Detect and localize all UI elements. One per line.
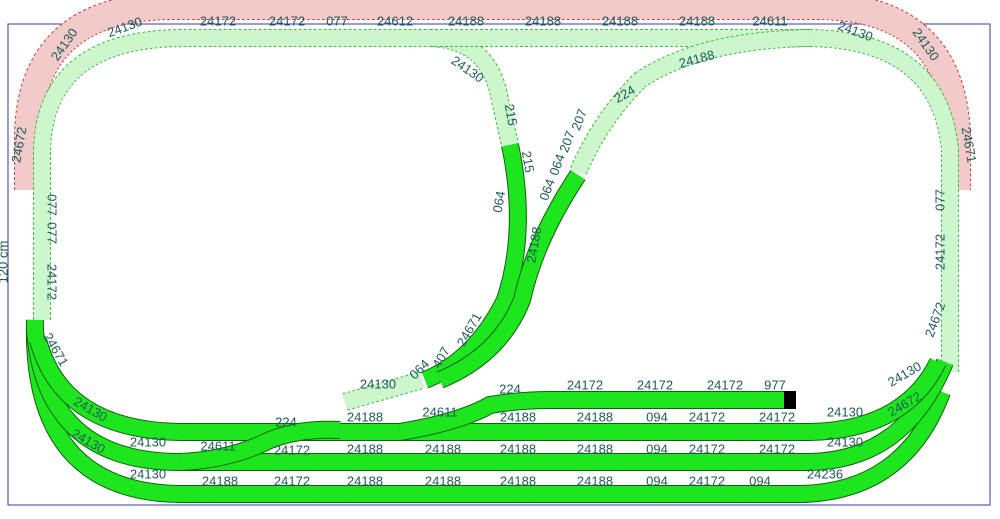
track-label: 24188: [500, 473, 536, 488]
track-label: 24172: [759, 409, 795, 424]
track: [436, 170, 585, 388]
track-label: 064: [536, 177, 558, 203]
track-label: 24172: [274, 442, 310, 457]
track-label: 24188: [523, 226, 544, 264]
track-label: 207: [556, 129, 578, 155]
track-label: 064: [490, 190, 509, 214]
track-label: 24611: [422, 404, 457, 419]
track-label: 077: [45, 222, 60, 244]
track: [26, 319, 950, 502]
track-label: 24172: [200, 13, 236, 28]
track: [398, 392, 790, 440]
track-label: 24188: [500, 409, 536, 424]
track-label: 24188: [347, 441, 383, 456]
track-label: 24188: [202, 473, 238, 488]
track-label: 24130: [130, 434, 166, 449]
track-label: 24172: [932, 234, 947, 270]
track-label: 24130: [827, 434, 863, 449]
track-label: 077: [326, 13, 348, 28]
track-label: 094: [749, 473, 771, 488]
track-edge: [33, 29, 519, 320]
track-label: 224: [499, 381, 521, 396]
track-label: 215: [502, 103, 521, 127]
track-label: 24172: [274, 473, 310, 488]
track: [430, 30, 958, 372]
track-label: 24188: [500, 441, 536, 456]
track-label: 24188: [448, 13, 484, 28]
track: [14, 0, 970, 190]
buffer-stop: [784, 391, 796, 409]
track-label: 24188: [347, 473, 383, 488]
track-label: 24130: [360, 376, 396, 391]
track-label: 094: [646, 441, 668, 456]
track-label: 24172: [689, 409, 725, 424]
track-label: 24236: [807, 466, 843, 481]
track-label: 077: [932, 189, 947, 211]
track-label: 24130: [827, 404, 863, 419]
track-label: 24188: [577, 473, 613, 488]
track: [179, 421, 341, 470]
track-label: 24130: [130, 466, 166, 481]
track-label: 24188: [577, 441, 613, 456]
track: [570, 30, 811, 176]
track-label: 24188: [577, 409, 613, 424]
track-label: 24172: [269, 13, 305, 28]
track: [30, 337, 946, 440]
track-label: 094: [646, 409, 668, 424]
track-label: 24612: [377, 13, 413, 28]
side-dimension: 120 cm: [0, 241, 10, 284]
track-label: 24188: [425, 473, 461, 488]
track-label: 24172: [45, 264, 60, 300]
track-label: 24188: [602, 13, 638, 28]
track: [342, 372, 425, 410]
track-label: 064: [546, 152, 568, 178]
track-label: 24172: [689, 473, 725, 488]
track-label: 24172: [567, 377, 603, 392]
track-label: 24672: [8, 126, 29, 164]
track-label: 24172: [637, 377, 673, 392]
track-label: 224: [275, 414, 297, 429]
baseboard: [7, 23, 991, 506]
track-label: 24172: [759, 441, 795, 456]
track-label: 24188: [679, 13, 715, 28]
track: [34, 30, 518, 320]
track-label: 24671: [959, 126, 980, 164]
tracks: [13, 0, 971, 503]
track-label: 24611: [752, 13, 787, 28]
track-label: 24188: [525, 13, 561, 28]
track-label: 077: [45, 194, 60, 216]
track-label: 24611: [200, 438, 235, 453]
track-label: 977: [764, 377, 786, 392]
track-label: 094: [646, 473, 668, 488]
track-label: 215: [519, 150, 538, 174]
track-label: 207: [568, 107, 590, 133]
track-label: 24188: [425, 441, 461, 456]
track-label: 24188: [347, 409, 383, 424]
track-label: 24172: [689, 441, 725, 456]
track: [27, 329, 953, 470]
track-label: 24172: [707, 377, 743, 392]
